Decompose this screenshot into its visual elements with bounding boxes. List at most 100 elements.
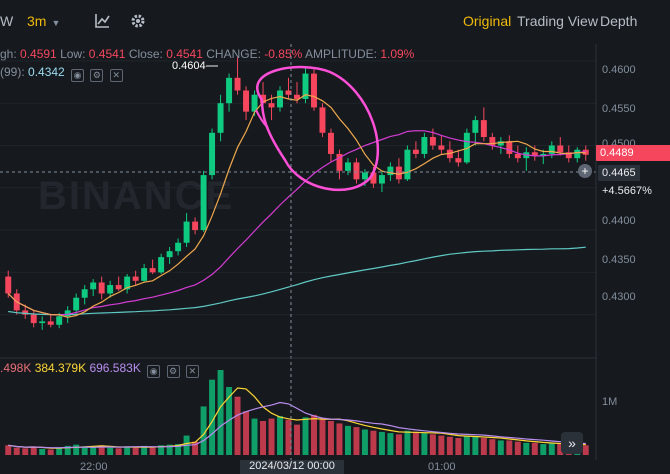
candle-body (285, 90, 292, 95)
volume-bar (260, 421, 267, 455)
volume-bar (192, 441, 199, 455)
candle-body (582, 149, 589, 155)
interval-week[interactable]: W (0, 13, 14, 29)
hand-drawn-tick (255, 109, 269, 129)
candle-body (302, 73, 309, 99)
candle-body (438, 145, 445, 150)
candle-body (565, 152, 572, 159)
volume-bar (277, 416, 283, 455)
candle-body (260, 94, 267, 104)
volume-bar (5, 445, 12, 455)
last-price-tag: 0.4489 (596, 145, 670, 161)
volume-bar (98, 445, 105, 455)
crosshair-price-tag: 0.4465 (598, 165, 640, 181)
candle-body (370, 172, 377, 184)
indicator-icon[interactable] (94, 13, 110, 29)
ma99-label: (99): (0, 65, 25, 79)
eye-icon[interactable]: ◉ (147, 365, 161, 378)
volume-value-2: 384.379K (34, 361, 87, 375)
ma7-line (7, 94, 586, 318)
ma99-line (8, 246, 586, 316)
gear-icon[interactable] (130, 13, 146, 29)
candle-body (234, 77, 241, 91)
candle-body (39, 321, 46, 324)
volume-bar (506, 440, 513, 455)
volume-tick: 1M (602, 396, 618, 408)
volume-bar (243, 411, 250, 455)
volume-bar (421, 433, 428, 455)
hand-drawn-circle (256, 65, 380, 192)
candle-body (506, 141, 513, 154)
volume-bar (489, 439, 496, 455)
volume-readout: .498K 384.379K 696.583K ◉ ⚙ ✕ (0, 361, 199, 378)
candle-body (387, 166, 394, 176)
volume-bar (217, 370, 224, 455)
volume-bar (73, 444, 80, 455)
candle-body (115, 285, 122, 290)
eye-icon[interactable]: ◉ (71, 69, 85, 82)
volume-ma-yellow (8, 387, 586, 449)
candle-body (124, 276, 131, 290)
volume-bar (514, 441, 521, 455)
volume-bar (132, 447, 139, 455)
volume-value-3: 696.583K (89, 361, 141, 375)
candle-body (472, 120, 479, 133)
volume-bar (251, 418, 258, 455)
volume-bar (124, 446, 131, 455)
candle-body (480, 120, 487, 138)
candle-body (141, 268, 148, 281)
high-label: gh: (0, 47, 17, 61)
volume-bar (47, 449, 54, 455)
candle-body (217, 103, 224, 133)
interval-selector[interactable]: 3m ▼ (27, 13, 60, 29)
interval-label: 3m (27, 13, 47, 29)
price-tick: 0.4550 (602, 103, 636, 115)
volume-bar (540, 444, 547, 455)
volume-ma-purple (8, 401, 586, 449)
amplitude-value: 1.09% (380, 47, 415, 61)
volume-bar (404, 430, 411, 455)
volume-bar (557, 444, 564, 455)
volume-bar (548, 443, 555, 455)
volume-bar (497, 440, 504, 455)
volume-bar (149, 447, 156, 455)
low-label: Low: (60, 47, 86, 61)
candle-body (404, 149, 411, 180)
volume-bar (395, 434, 402, 455)
volume-bar (455, 438, 462, 455)
view-original[interactable]: Original (463, 13, 512, 29)
high-marker: 0.4604 (172, 60, 206, 72)
settings-icon[interactable]: ⚙ (166, 365, 180, 378)
price-tick: 0.4300 (602, 291, 636, 303)
scroll-to-latest-button[interactable]: » (561, 432, 583, 454)
volume-bar (115, 448, 122, 455)
ma25-line (7, 130, 586, 316)
close-value: 0.4541 (166, 47, 203, 61)
candle-body (327, 132, 334, 154)
candle-body (361, 172, 368, 180)
volume-bar (13, 447, 20, 455)
add-order-icon[interactable]: + (578, 164, 592, 178)
close-icon[interactable]: ✕ (185, 365, 199, 378)
settings-icon[interactable]: ⚙ (90, 69, 104, 82)
candle-body (183, 221, 190, 243)
candle-body (311, 73, 317, 108)
volume-bar (412, 431, 419, 455)
close-icon[interactable]: ✕ (109, 69, 123, 82)
candle-body (548, 145, 555, 154)
candle-body (30, 314, 37, 324)
time-tick: 01:00 (428, 461, 456, 473)
view-depth[interactable]: Depth (600, 13, 638, 29)
volume-bar (200, 406, 207, 455)
change-value: -0.85% (264, 47, 303, 61)
volume-bar (582, 445, 589, 455)
volume-bar (480, 438, 487, 455)
volume-bar (107, 447, 114, 455)
volume-bar (81, 446, 88, 455)
candle-body (336, 153, 343, 171)
view-trading-view[interactable]: Trading View (517, 13, 598, 29)
volume-bar (531, 442, 538, 455)
candle-body (489, 137, 496, 146)
volume-bar (327, 421, 334, 455)
